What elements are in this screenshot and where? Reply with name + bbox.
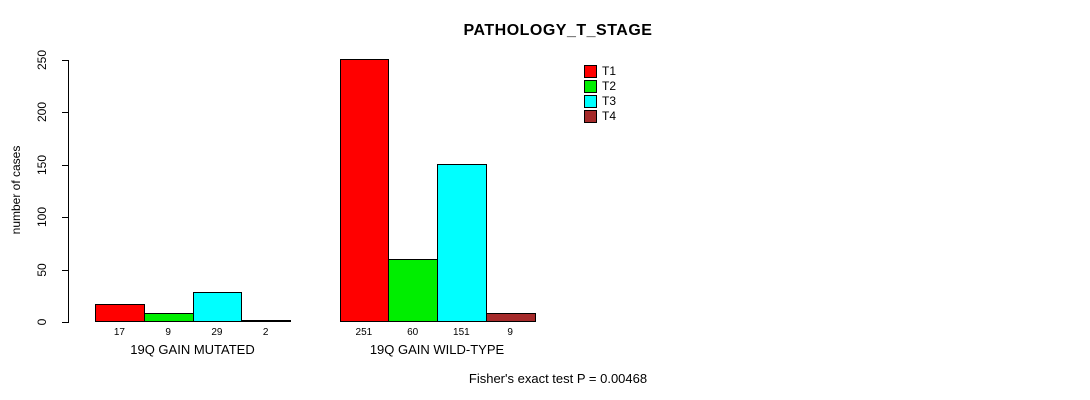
bar-t3 xyxy=(192,291,243,322)
fisher-test-annotation: Fisher's exact test P = 0.00468 xyxy=(468,371,648,386)
legend-swatch-t3 xyxy=(584,95,597,108)
y-tick-label: 0 xyxy=(35,318,49,326)
bar-t4 xyxy=(241,319,291,322)
legend-swatch-t1 xyxy=(584,65,597,78)
bar-value-label: 2 xyxy=(262,327,269,338)
y-tick-label: 50 xyxy=(35,262,49,277)
bar-t1 xyxy=(95,304,145,322)
legend-item-t4: T4 xyxy=(584,110,616,123)
bar-t2 xyxy=(143,312,194,322)
bar-value-label: 29 xyxy=(211,327,223,338)
bar-value-label: 151 xyxy=(453,327,470,338)
bar-value-label: 9 xyxy=(507,327,513,338)
legend-swatch-t4 xyxy=(584,110,597,123)
y-axis-label: number of cases xyxy=(9,145,23,235)
legend-label: T3 xyxy=(602,94,617,108)
bar-t4 xyxy=(485,312,536,322)
y-axis-tick xyxy=(62,217,68,219)
legend-label: T2 xyxy=(602,79,617,93)
y-tick-label: 200 xyxy=(35,102,49,123)
legend-item-t3: T3 xyxy=(584,95,616,108)
legend-swatch-t2 xyxy=(584,80,597,93)
bar-t1 xyxy=(339,58,390,322)
y-axis-tick xyxy=(62,60,68,61)
y-tick-label: 100 xyxy=(35,207,49,228)
y-tick-label: 250 xyxy=(35,49,49,71)
bar-value-label: 9 xyxy=(165,327,171,338)
legend-item-t1: T1 xyxy=(584,65,616,78)
bar-value-label: 251 xyxy=(355,327,373,338)
legend-item-t2: T2 xyxy=(584,80,616,93)
chart-title: PATHOLOGY_T_STAGE xyxy=(463,22,653,39)
y-axis-line xyxy=(68,60,69,323)
y-axis-tick xyxy=(62,112,68,114)
bar-t3 xyxy=(437,163,487,322)
y-tick-label: 150 xyxy=(35,154,49,175)
group-label: 19Q GAIN WILD-TYPE xyxy=(369,342,505,357)
y-axis-tick xyxy=(62,322,68,323)
group-label: 19Q GAIN MUTATED xyxy=(130,342,255,357)
bar-value-label: 60 xyxy=(407,327,419,338)
legend-label: T4 xyxy=(602,109,617,123)
legend-label: T1 xyxy=(602,64,617,78)
bar-value-label: 17 xyxy=(113,327,125,338)
y-axis-tick xyxy=(62,269,68,271)
y-axis-tick xyxy=(62,164,68,166)
bar-t2 xyxy=(388,259,438,322)
